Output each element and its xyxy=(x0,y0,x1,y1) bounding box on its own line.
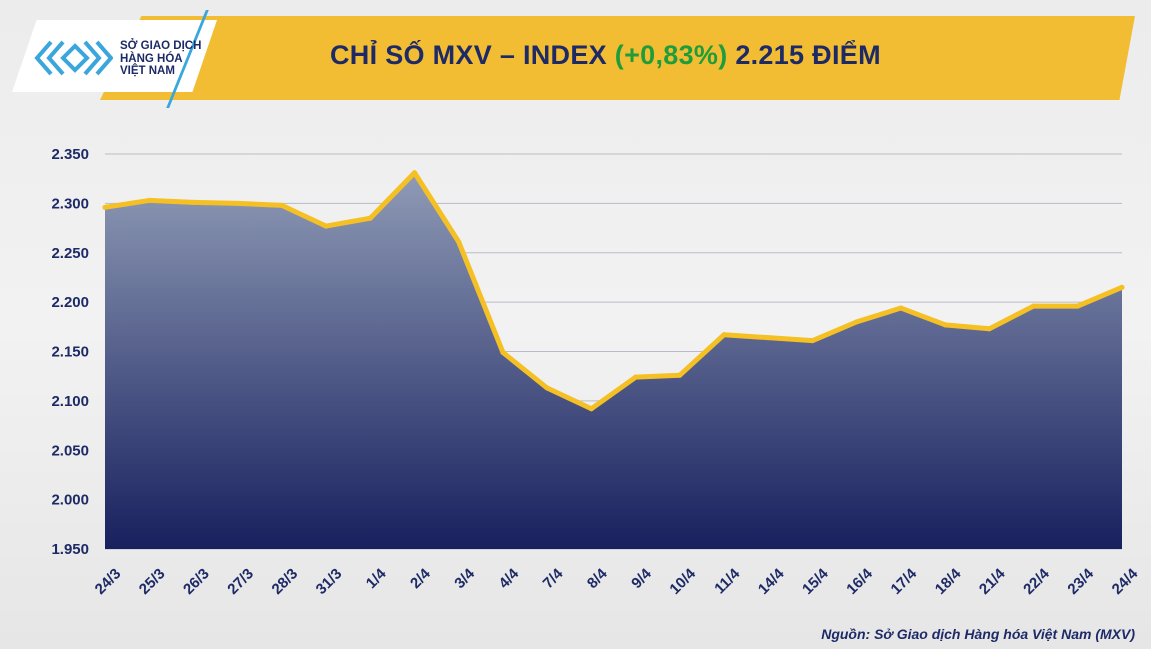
logo xyxy=(12,20,217,92)
series-line-segment xyxy=(1075,284,1125,309)
y-tick-label: 2.100 xyxy=(51,393,89,410)
x-tick-label: 28/3 xyxy=(269,565,302,598)
area-fill xyxy=(105,172,1122,549)
data-point xyxy=(588,406,594,412)
data-point xyxy=(544,385,550,391)
x-tick-label: 26/3 xyxy=(180,565,213,598)
data-point xyxy=(633,374,639,380)
series-line-segment xyxy=(765,335,815,344)
y-tick-label: 1.950 xyxy=(51,541,89,558)
series-line-segment xyxy=(898,305,948,328)
data-point xyxy=(323,223,329,229)
data-point xyxy=(986,326,992,332)
data-point xyxy=(1119,284,1125,290)
data-point xyxy=(1031,303,1037,309)
data-point xyxy=(500,349,506,355)
data-point xyxy=(102,204,108,210)
x-tick-label: 31/3 xyxy=(313,565,346,598)
x-tick-label: 14/4 xyxy=(755,565,788,598)
page-title: CHỈ SỐ MXV – INDEX (+0,83%) 2.215 ĐIỂM xyxy=(330,40,881,71)
series-line-segment xyxy=(367,170,418,221)
logo-text: SỞ GIAO DỊCH HÀNG HÓA VIỆT NAM xyxy=(120,40,201,78)
data-point xyxy=(235,200,241,206)
series-line-segment xyxy=(721,332,771,341)
y-tick-label: 2.050 xyxy=(51,442,89,459)
series-line-segment xyxy=(809,319,860,344)
x-tick-label: 9/4 xyxy=(628,565,655,592)
data-point xyxy=(279,202,285,208)
x-tick-label: 11/4 xyxy=(711,565,744,598)
logo-text-line: VIỆT NAM xyxy=(120,65,175,77)
y-tick-label: 2.200 xyxy=(51,294,89,311)
series-line-segment xyxy=(235,200,285,208)
x-tick-label: 7/4 xyxy=(540,565,567,592)
series-line-segment xyxy=(986,303,1037,332)
x-tick-label: 27/3 xyxy=(224,565,257,598)
x-tick-label: 16/4 xyxy=(843,565,876,598)
series-line-segment xyxy=(942,322,992,332)
data-point xyxy=(367,215,373,221)
x-tick-label: 24/3 xyxy=(92,565,125,598)
y-tick-label: 2.350 xyxy=(51,146,89,163)
series-line-segment xyxy=(456,239,506,355)
x-tick-label: 18/4 xyxy=(932,565,965,598)
x-tick-label: 1/4 xyxy=(363,565,390,592)
series-line-segment xyxy=(279,202,329,229)
series-line-segment xyxy=(190,199,241,206)
x-tick-label: 25/3 xyxy=(136,565,169,598)
data-point xyxy=(942,322,948,328)
data-point xyxy=(190,199,196,205)
source-note: Nguồn: Sở Giao dịch Hàng hóa Việt Nam (M… xyxy=(821,626,1135,642)
data-point xyxy=(677,372,683,378)
y-tick-label: 2.000 xyxy=(51,492,89,509)
data-point xyxy=(412,170,418,176)
x-tick-label: 24/4 xyxy=(1109,565,1142,598)
x-tick-label: 4/4 xyxy=(495,565,522,592)
title-main: CHỈ SỐ MXV – INDEX xyxy=(330,40,607,70)
x-tick-label: 2/4 xyxy=(407,565,434,592)
x-tick-label: 15/4 xyxy=(799,565,832,598)
x-tick-label: 10/4 xyxy=(666,565,699,598)
logo-text-line: HÀNG HÓA xyxy=(120,52,183,65)
data-point xyxy=(809,338,815,344)
series-line-segment xyxy=(588,374,639,412)
logo-text-line: SỞ GIAO DỊCH xyxy=(120,40,202,52)
title-change: (+0,83%) xyxy=(614,40,728,70)
series-line-segment xyxy=(677,332,727,378)
title-banner xyxy=(100,16,1135,100)
data-point xyxy=(765,335,771,341)
title-value: 2.215 ĐIỂM xyxy=(735,40,881,70)
y-tick-label: 2.300 xyxy=(51,195,89,212)
data-point xyxy=(456,239,462,245)
series-line-segment xyxy=(323,215,373,229)
series-line-segment xyxy=(146,197,196,205)
x-tick-label: 22/4 xyxy=(1020,565,1053,598)
data-point xyxy=(854,319,860,325)
series-line-segment xyxy=(102,197,152,210)
series-line-segment xyxy=(500,349,550,391)
x-tick-label: 3/4 xyxy=(451,565,478,592)
y-tick-label: 2.250 xyxy=(51,245,89,262)
data-point xyxy=(146,197,152,203)
x-tick-label: 23/4 xyxy=(1064,565,1097,598)
data-point xyxy=(898,305,904,311)
x-tick-label: 17/4 xyxy=(888,565,921,598)
series-line-segment xyxy=(633,372,683,380)
data-point xyxy=(721,332,727,338)
data-point xyxy=(1075,303,1081,309)
series-line-segment xyxy=(854,305,904,325)
x-tick-label: 8/4 xyxy=(584,565,611,592)
x-tick-label: 21/4 xyxy=(976,565,1009,598)
series-line-segment xyxy=(544,385,594,412)
y-tick-label: 2.150 xyxy=(51,344,89,361)
series-line-segment xyxy=(412,170,462,245)
logo-mark-icon xyxy=(34,40,113,76)
